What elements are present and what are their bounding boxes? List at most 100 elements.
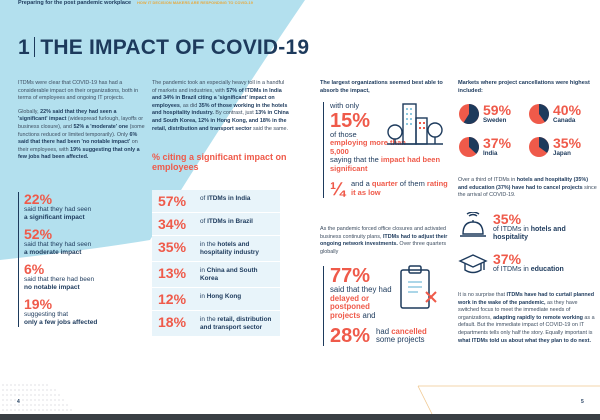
gold-outline-shape xyxy=(417,385,600,415)
market-percent: 40% xyxy=(553,102,582,118)
pie-chart-icon xyxy=(529,104,550,124)
stat-label: said that they had seen xyxy=(24,241,92,248)
stat-label-bold: a significant impact xyxy=(24,214,85,221)
cancelled-stat: 28% had cancelled some projects xyxy=(330,326,448,346)
stat-label-bold: no notable impact xyxy=(24,284,80,291)
hotel-label: of ITDMs in hotels and hospitality xyxy=(493,226,566,241)
education-stat: 37% of ITDMs in education xyxy=(458,252,564,278)
stat-label: said that they had seen xyxy=(24,206,92,213)
hotel-stat: 35% of ITDMs in hotels and hospitality xyxy=(458,212,573,242)
market-japan: 35% Japan xyxy=(528,136,581,158)
row-percent: 13% xyxy=(158,265,187,281)
education-percent: 37% xyxy=(493,251,522,267)
bold-text: 57% of ITDMs in India and 34% in Brazil … xyxy=(152,87,282,109)
left-stats: 22% said that they had seen a significan… xyxy=(18,192,148,327)
table-row: 12% in Hong Kong xyxy=(152,288,280,311)
row-percent: 18% xyxy=(158,314,187,330)
stat-label: suggesting that xyxy=(24,311,69,318)
stat-few-jobs: 19% suggesting that only a few jobs affe… xyxy=(24,297,148,327)
pie-chart-icon xyxy=(529,137,550,157)
text-span: , as did xyxy=(179,102,199,109)
row-label: in China and South Korea xyxy=(200,267,258,282)
row-percent: 35% xyxy=(158,239,187,255)
page-number-right: 5 xyxy=(581,399,584,405)
table-row: 35% in the hotels and hospitality indust… xyxy=(152,236,280,262)
table-row: 57% of ITDMs in India xyxy=(152,190,280,213)
employing-label: employing more than 5,000 xyxy=(330,138,406,156)
bold-text: 52% a 'moderate' one xyxy=(73,123,129,130)
of-those-label: of those xyxy=(330,129,357,139)
pie-chart-icon xyxy=(459,137,480,157)
row-label: in Hong Kong xyxy=(200,293,242,300)
city-buildings-icon xyxy=(387,103,443,145)
col4-intro: Markets where project cancellations were… xyxy=(458,80,590,94)
col4-paragraph: Over a third of ITDMs in hotels and hosp… xyxy=(458,177,598,200)
section-subtitle: HOW IT DECISION MAKERS ARE RESPONDING TO… xyxy=(137,1,253,5)
bold-text: ITDMs had to adjust their ongoing networ… xyxy=(320,233,448,248)
market-percent: 59% xyxy=(483,102,512,118)
saying-label: saying that the impact had been signific… xyxy=(330,155,441,173)
education-label: of ITDMs in education xyxy=(493,266,564,273)
bold-text: 22% said that they had seen a 'significa… xyxy=(18,108,117,123)
impact-table: 57% of ITDMs in India 34% of ITDMs in Br… xyxy=(152,190,280,337)
page-title: 1 THE IMPACT OF COVID-19 xyxy=(18,36,309,60)
market-name: Sweden xyxy=(483,117,507,124)
market-name: India xyxy=(483,150,498,157)
quarter-stat: ¼ and a quarter of them rating it as low xyxy=(330,178,448,199)
large-org-stat: with only 15% of those employing more th… xyxy=(323,101,448,199)
stat-label-bold: only a few jobs affected xyxy=(24,319,98,326)
market-sweden: 59% Sweden xyxy=(458,103,511,125)
blue-swoosh xyxy=(0,0,305,260)
title-divider xyxy=(33,37,36,57)
col2-paragraph: The pandemic took an especially heavy to… xyxy=(152,80,290,133)
pct-15: 15% xyxy=(330,109,371,132)
bottom-bar xyxy=(0,414,600,420)
row-percent: 34% xyxy=(158,216,187,232)
quarter-fraction: ¼ xyxy=(330,178,346,199)
graduation-cap-icon xyxy=(458,254,488,274)
text-span: By contrast, just xyxy=(213,110,256,117)
market-india: 37% India xyxy=(458,136,511,158)
cancelled-label: had cancelled some projects xyxy=(376,326,427,345)
service-bell-icon xyxy=(460,212,486,237)
row-label: in the retail, distribution and transpor… xyxy=(200,316,272,331)
text-span: The pandemic took an especially heavy to… xyxy=(152,80,285,94)
text-span: It is no surprise that xyxy=(458,292,507,298)
impact-table-heading: % citing a significant impact on employe… xyxy=(152,152,287,172)
row-label: of ITDMs in India xyxy=(200,195,251,202)
pie-slice xyxy=(463,104,480,124)
pct-28: 28% xyxy=(330,325,371,348)
section-number: 1 xyxy=(18,36,30,59)
pie-chart-icon xyxy=(459,104,480,124)
text-span: Globally, xyxy=(18,108,41,115)
market-percent: 37% xyxy=(483,135,512,151)
stat-percent: 52% xyxy=(24,226,53,242)
row-label: of ITDMs in Brazil xyxy=(200,218,253,225)
bold-text: 6% said that there had been 'no notable … xyxy=(18,131,138,146)
section-title: THE IMPACT OF COVID-19 xyxy=(40,36,310,59)
row-percent: 57% xyxy=(158,193,187,209)
with-only-label: with only xyxy=(330,101,360,110)
text-span: as a default. But the immediate impact o… xyxy=(458,314,595,336)
col3-intro: The largest organizations seemed best ab… xyxy=(320,80,443,94)
table-row: 18% in the retail, distribution and tran… xyxy=(152,311,280,337)
stat-percent: 22% xyxy=(24,191,53,207)
bold-text: adapting rapidly to remote working xyxy=(493,314,583,321)
col3-paragraph: As the pandemic forced office closures a… xyxy=(320,226,452,256)
quarter-label: and a quarter of them rating it as low xyxy=(351,179,448,197)
text-span: as they have switched focus to meet the … xyxy=(458,299,578,321)
table-row: 13% in China and South Korea xyxy=(152,262,280,288)
intro-text: ITDMs were clear that COVID-19 has had a… xyxy=(18,80,146,162)
text-span: As the pandemic forced office closures a… xyxy=(320,226,447,240)
stat-moderate: 52% said that they had seen a moderate i… xyxy=(24,227,148,257)
market-name: Japan xyxy=(553,150,571,157)
bold-text: 19% suggesting that only a few jobs had … xyxy=(18,146,140,161)
text-span: on their employees, with xyxy=(18,139,138,153)
row-label: in the hotels and hospitality industry xyxy=(200,241,259,256)
stat-significant: 22% said that they had seen a significan… xyxy=(24,192,148,222)
delayed-label: said that they had delayed or postponed … xyxy=(330,285,392,320)
project-delay-stat: 77% said that they had delayed or postpo… xyxy=(323,266,448,347)
pie-slice xyxy=(469,137,480,154)
stat-label-bold: a moderate impact xyxy=(24,249,82,256)
